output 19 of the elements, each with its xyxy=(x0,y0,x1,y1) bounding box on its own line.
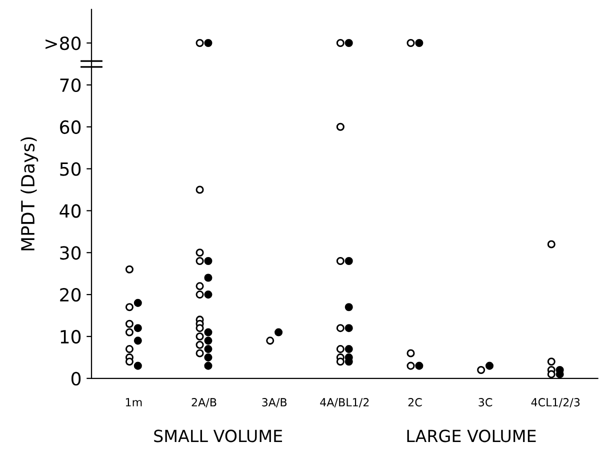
y-tick-label: 50 xyxy=(60,162,81,176)
y-tick-label: 70 xyxy=(60,78,81,92)
y-tick-label: >80 xyxy=(46,36,81,50)
x-tick-label: 4A/BL1/2 xyxy=(320,398,369,408)
y-tick-label: 0 xyxy=(71,372,81,386)
x-tick-label: 2A/B xyxy=(192,398,216,408)
y-tick-label: 20 xyxy=(60,288,81,302)
y-tick-label: 40 xyxy=(60,204,81,218)
x-tick-label: 3C xyxy=(478,398,492,406)
y-axis-title: MPDT (Days) xyxy=(20,137,38,250)
y-tick-label: 30 xyxy=(60,246,81,260)
x-tick-label: 3A/B xyxy=(262,398,287,408)
y-tick-label: 60 xyxy=(60,120,81,134)
x-tick-label: 2C xyxy=(408,398,422,406)
text: LARGE VOLUME xyxy=(407,430,536,442)
x-tick-label: 4CL1/2/3 xyxy=(531,398,580,408)
y-tick-label: 10 xyxy=(60,330,81,344)
text: SMALL VOLUME xyxy=(154,430,282,442)
x-tick-label: 1m xyxy=(126,398,142,406)
